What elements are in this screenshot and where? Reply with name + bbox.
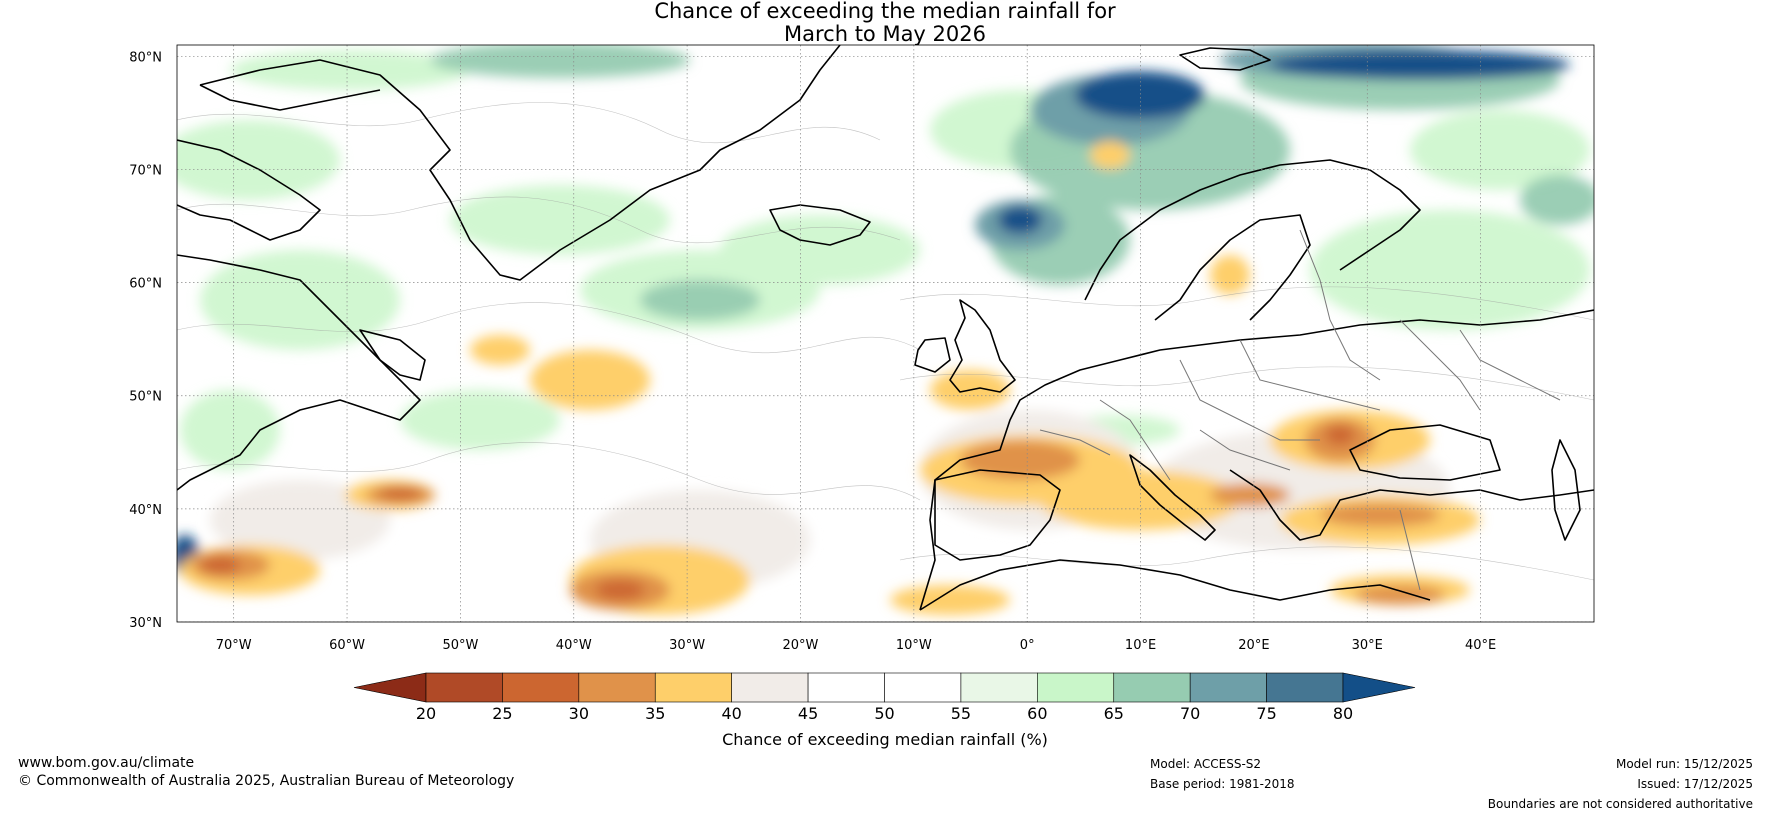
lat-label: 60°N bbox=[129, 277, 162, 292]
lon-label: 60°W bbox=[329, 638, 365, 653]
lat-label: 30°N bbox=[129, 616, 162, 631]
lon-label: 40°W bbox=[556, 638, 592, 653]
colorbar-bin bbox=[1037, 672, 1115, 703]
colorbar-bin bbox=[1266, 672, 1344, 703]
colorbar-bin bbox=[807, 672, 885, 703]
title-line-2: March to May 2026 bbox=[784, 22, 986, 46]
latitude-labels: 80°N 70°N 60°N 50°N 40°N 30°N bbox=[129, 50, 162, 631]
colorbar-bin bbox=[578, 672, 656, 703]
title-line-1: Chance of exceeding the median rainfall … bbox=[654, 0, 1116, 23]
copyright-notice: © Commonwealth of Australia 2025, Austra… bbox=[18, 773, 515, 789]
colorbar-tick-label: 75 bbox=[1256, 704, 1276, 723]
model-run-date: Model run: 15/12/2025 bbox=[1615, 757, 1753, 771]
colorbar-tick-label: 65 bbox=[1104, 704, 1124, 723]
colorbar-tick-label: 30 bbox=[569, 704, 589, 723]
colorbar-min-extension bbox=[353, 672, 427, 703]
lat-label: 70°N bbox=[129, 163, 162, 178]
colorbar-bin bbox=[654, 672, 732, 703]
lon-label: 10°W bbox=[896, 638, 932, 653]
website-url[interactable]: www.bom.gov.au/climate bbox=[18, 755, 195, 771]
lon-label: 30°E bbox=[1352, 638, 1383, 653]
colorbar-tick-label: 70 bbox=[1180, 704, 1200, 723]
colorbar-title: Chance of exceeding median rainfall (%) bbox=[722, 730, 1048, 749]
colorbar-tick-label: 50 bbox=[874, 704, 894, 723]
graticule bbox=[177, 45, 1594, 622]
lat-label: 50°N bbox=[129, 390, 162, 405]
probability-shading bbox=[177, 45, 1594, 615]
colorbar-tick-label: 25 bbox=[492, 704, 512, 723]
footer-left: www.bom.gov.au/climate © Commonwealth of… bbox=[18, 754, 514, 790]
lon-label: 30°W bbox=[669, 638, 705, 653]
colorbar-tick-label: 35 bbox=[645, 704, 665, 723]
country-borders bbox=[1039, 229, 1561, 591]
colorbar-tick-label: 60 bbox=[1027, 704, 1047, 723]
colorbar-bin bbox=[1113, 672, 1191, 703]
footer-run-info: Model run: 15/12/2025 Issued: 17/12/2025… bbox=[1488, 756, 1753, 812]
colorbar-bin bbox=[960, 672, 1038, 703]
issued-date: Issued: 17/12/2025 bbox=[1637, 777, 1753, 791]
colorbar-bin bbox=[884, 672, 962, 703]
base-period: Base period: 1981-2018 bbox=[1150, 777, 1295, 791]
lon-label: 70°W bbox=[216, 638, 252, 653]
colorbar-tick-label: 80 bbox=[1333, 704, 1353, 723]
boundaries-disclaimer: Boundaries are not considered authoritat… bbox=[1487, 797, 1753, 811]
coastlines bbox=[177, 45, 1594, 611]
lon-label: 0° bbox=[1020, 638, 1035, 653]
lon-label: 10°E bbox=[1125, 638, 1156, 653]
lon-label: 20°E bbox=[1238, 638, 1269, 653]
colorbar-bin bbox=[1189, 672, 1267, 703]
colorbar-tick-label: 55 bbox=[951, 704, 971, 723]
map-panel bbox=[177, 45, 1594, 622]
footer-model-info: Model: ACCESS-S2 Base period: 1981-2018 bbox=[1150, 756, 1295, 792]
lon-label: 20°W bbox=[783, 638, 819, 653]
model-name: Model: ACCESS-S2 bbox=[1150, 757, 1262, 771]
colorbar-bin bbox=[731, 672, 809, 703]
colorbar-tick-label: 40 bbox=[721, 704, 741, 723]
lon-label: 40°E bbox=[1465, 638, 1496, 653]
contour-lines bbox=[177, 102, 1594, 581]
map-frame bbox=[176, 44, 1595, 623]
longitude-labels: 70°W 60°W 50°W 40°W 30°W 20°W 10°W 0° 10°E 20°E 30… bbox=[216, 638, 1497, 653]
colorbar-bin bbox=[502, 672, 580, 703]
colorbar-bin bbox=[425, 672, 503, 703]
colorbar-max-extension bbox=[1342, 672, 1416, 703]
colorbar-tick-label: 45 bbox=[798, 704, 818, 723]
map-title: Chance of exceeding the median rainfall … bbox=[0, 0, 1770, 46]
colorbar-tick-label: 20 bbox=[416, 704, 436, 723]
lon-label: 50°W bbox=[442, 638, 478, 653]
lat-label: 40°N bbox=[129, 503, 162, 518]
colorbar: 20 25 30 35 40 45 50 55 60 65 70 75 80 bbox=[353, 672, 1416, 723]
lat-label: 80°N bbox=[129, 50, 162, 65]
